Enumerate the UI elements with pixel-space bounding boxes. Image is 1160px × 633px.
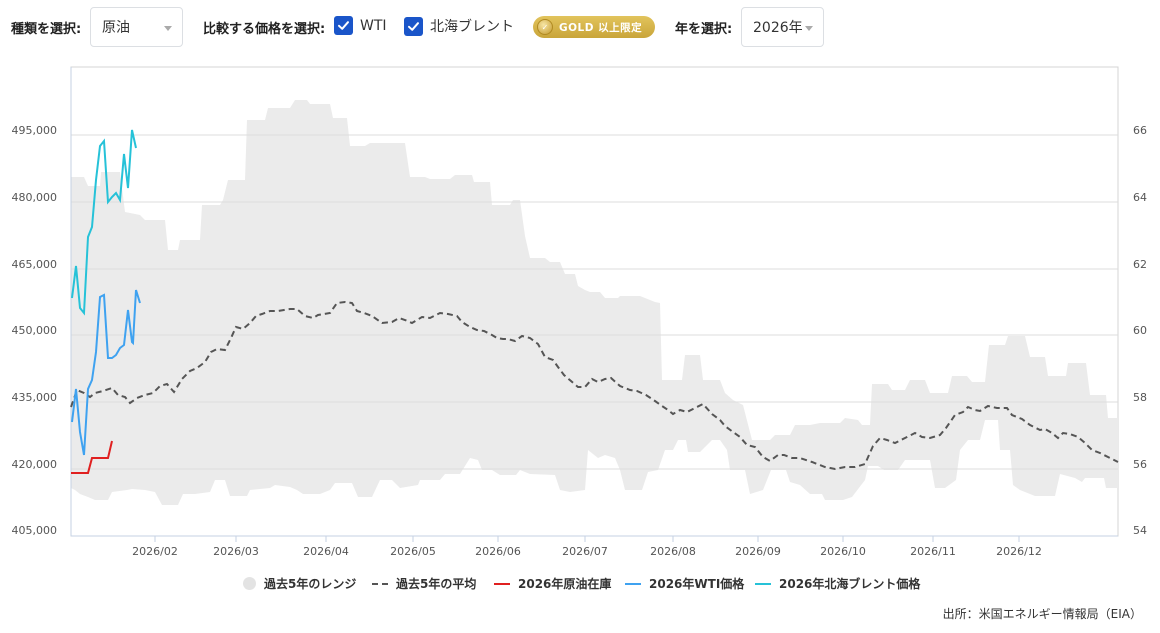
chevron-down-icon: [805, 26, 813, 31]
svg-text:2026/05: 2026/05: [390, 545, 436, 558]
wti-checkbox-label: WTI: [360, 17, 387, 34]
y-axis-right-labels: 66 64 62 60 58 56 54: [1133, 124, 1147, 537]
gold-badge-text: GOLD 以上限定: [559, 21, 643, 34]
inventory-price-chart: 495,000 480,000 465,000 450,000 435,000 …: [12, 66, 1147, 558]
svg-text:56: 56: [1133, 458, 1147, 471]
svg-text:480,000: 480,000: [12, 191, 58, 204]
legend-item-range[interactable]: 過去5年のレンジ: [243, 575, 356, 592]
five-year-range-band: [71, 100, 1118, 505]
y-axis-left-labels: 495,000 480,000 465,000 450,000 435,000 …: [12, 124, 58, 537]
svg-text:2026/09: 2026/09: [735, 545, 781, 558]
svg-text:54: 54: [1133, 524, 1147, 537]
inventory-2026-line: [71, 440, 113, 474]
svg-text:62: 62: [1133, 258, 1147, 271]
line-icon: [755, 582, 771, 585]
svg-text:2026/10: 2026/10: [820, 545, 866, 558]
svg-text:64: 64: [1133, 191, 1147, 204]
year-select[interactable]: 2026年: [741, 7, 824, 47]
brent-2026-line: [71, 129, 137, 316]
toolbar: 種類を選択: 原油 比較する価格を選択: WTI 北海ブレント ✓ GOLD 以…: [0, 0, 1160, 56]
type-select-label: 種類を選択:: [11, 22, 82, 37]
brent-checkbox-label: 北海ブレント: [430, 19, 514, 35]
svg-text:2026/11: 2026/11: [910, 545, 956, 558]
chart-legend: 過去5年のレンジ 過去5年の平均 2026年原油在庫 2026年WTI価格 20…: [0, 575, 1160, 593]
legend-label: 過去5年の平均: [396, 577, 477, 591]
svg-text:495,000: 495,000: [12, 124, 58, 137]
svg-text:2026/03: 2026/03: [213, 545, 259, 558]
svg-text:2026/04: 2026/04: [303, 545, 349, 558]
svg-text:405,000: 405,000: [12, 524, 58, 537]
legend-item-brent[interactable]: 2026年北海ブレント価格: [755, 575, 920, 592]
svg-text:450,000: 450,000: [12, 324, 58, 337]
svg-text:2026/06: 2026/06: [475, 545, 521, 558]
legend-label: 2026年WTI価格: [649, 577, 745, 591]
year-select-label: 年を選択:: [675, 22, 733, 37]
gold-only-badge: ✓ GOLD 以上限定: [533, 16, 655, 38]
chevron-down-icon: [164, 26, 172, 31]
svg-text:420,000: 420,000: [12, 458, 58, 471]
x-axis-labels: 2026/02 2026/03 2026/04 2026/05 2026/06 …: [132, 545, 1042, 558]
svg-text:2026/12: 2026/12: [996, 545, 1042, 558]
svg-text:60: 60: [1133, 324, 1147, 337]
gold-coin-icon: ✓: [537, 19, 553, 35]
circle-icon: [243, 577, 256, 590]
legend-label: 2026年北海ブレント価格: [779, 577, 921, 591]
dashed-line-icon: [372, 582, 388, 585]
wti-2026-line: [71, 289, 141, 456]
svg-text:2026/08: 2026/08: [650, 545, 696, 558]
legend-label: 過去5年のレンジ: [264, 577, 357, 591]
svg-text:2026/07: 2026/07: [562, 545, 608, 558]
svg-text:465,000: 465,000: [12, 258, 58, 271]
compare-label: 比較する価格を選択:: [203, 22, 326, 37]
x-axis: [71, 535, 1118, 542]
legend-label: 2026年原油在庫: [518, 577, 612, 591]
svg-text:58: 58: [1133, 391, 1147, 404]
five-year-average-line: [70, 300, 1119, 471]
svg-text:2026/02: 2026/02: [132, 545, 178, 558]
year-select-value: 2026年: [753, 20, 803, 36]
type-select[interactable]: 原油: [90, 7, 183, 47]
svg-text:66: 66: [1133, 124, 1147, 137]
line-icon: [625, 582, 641, 585]
checkmark-icon: [404, 16, 423, 36]
wti-checkbox[interactable]: WTI: [334, 16, 387, 35]
svg-text:435,000: 435,000: [12, 391, 58, 404]
checkmark-icon: [334, 16, 353, 35]
line-icon: [494, 582, 510, 585]
gridlines: [71, 134, 1118, 470]
legend-item-wti[interactable]: 2026年WTI価格: [625, 575, 744, 592]
data-source-note: 出所：米国エネルギー情報局（EIA）: [942, 607, 1142, 621]
brent-checkbox[interactable]: 北海ブレント: [404, 16, 514, 36]
legend-item-inventory[interactable]: 2026年原油在庫: [494, 575, 611, 592]
legend-item-average[interactable]: 過去5年の平均: [372, 575, 476, 592]
type-select-value: 原油: [102, 20, 130, 36]
